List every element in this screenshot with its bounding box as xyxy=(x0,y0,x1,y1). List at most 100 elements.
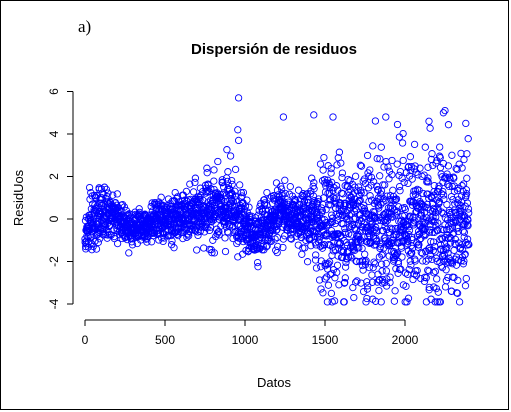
data-point xyxy=(120,203,129,211)
data-point xyxy=(443,200,451,209)
data-point xyxy=(458,182,466,190)
data-point xyxy=(363,285,372,293)
data-point xyxy=(426,246,434,255)
data-point xyxy=(433,275,441,283)
data-point xyxy=(411,186,420,195)
data-point xyxy=(461,282,470,290)
data-point xyxy=(279,243,287,252)
data-point xyxy=(388,171,396,179)
data-point xyxy=(189,188,198,196)
data-point xyxy=(374,186,382,194)
data-point xyxy=(457,149,465,158)
data-point xyxy=(356,196,364,204)
data-point xyxy=(335,148,344,156)
data-point xyxy=(159,237,167,246)
data-point xyxy=(440,174,449,182)
data-point xyxy=(407,261,415,269)
data-point xyxy=(399,156,407,165)
data-point xyxy=(243,196,251,204)
data-point xyxy=(203,169,211,177)
data-point xyxy=(321,275,329,283)
data-point xyxy=(353,187,361,195)
data-point xyxy=(455,298,464,306)
data-point xyxy=(264,206,273,214)
x-tick-label: 500 xyxy=(155,333,175,347)
data-point xyxy=(333,161,341,169)
data-point xyxy=(368,271,376,279)
data-point xyxy=(382,259,390,268)
data-point xyxy=(403,235,412,243)
data-point xyxy=(366,192,374,200)
data-point xyxy=(375,286,383,295)
chart-title: Dispersión de residuos xyxy=(191,41,357,58)
data-point xyxy=(444,249,452,257)
data-point xyxy=(272,246,280,254)
y-tick-label: 4 xyxy=(47,130,61,137)
data-point xyxy=(203,164,211,172)
data-point xyxy=(233,239,241,248)
data-point xyxy=(460,228,469,236)
data-point xyxy=(429,246,437,255)
data-point-outlier xyxy=(430,283,438,291)
data-point xyxy=(344,175,352,184)
data-point xyxy=(404,179,412,188)
data-point xyxy=(327,211,336,219)
data-point xyxy=(359,177,367,185)
data-point xyxy=(405,223,413,231)
data-point xyxy=(441,283,450,291)
data-point xyxy=(430,269,438,277)
data-point xyxy=(208,249,216,257)
data-point xyxy=(135,205,143,213)
data-point xyxy=(153,200,161,208)
data-point xyxy=(200,244,208,252)
data-point xyxy=(273,248,281,257)
data-point xyxy=(371,297,380,305)
data-point xyxy=(302,236,310,244)
data-point xyxy=(109,191,117,199)
data-point xyxy=(170,244,178,252)
data-point xyxy=(434,188,442,196)
data-point-outlier xyxy=(328,298,336,306)
data-point xyxy=(384,163,392,171)
data-point xyxy=(363,294,371,303)
data-point xyxy=(398,253,406,261)
data-point xyxy=(457,201,465,210)
data-point xyxy=(461,250,469,258)
data-point xyxy=(395,133,404,141)
data-point xyxy=(315,276,324,284)
data-point xyxy=(400,178,408,187)
data-point xyxy=(341,278,349,287)
data-point xyxy=(382,267,391,275)
data-point xyxy=(360,189,368,197)
data-point xyxy=(406,198,415,206)
data-point xyxy=(118,200,127,209)
data-point xyxy=(226,152,235,160)
data-point xyxy=(448,223,457,231)
data-point xyxy=(394,269,402,277)
data-point xyxy=(102,185,111,194)
data-point xyxy=(444,121,453,129)
data-point xyxy=(315,235,323,244)
data-point xyxy=(273,242,282,251)
data-point xyxy=(333,261,342,269)
data-point xyxy=(403,298,411,306)
data-point-outlier xyxy=(441,106,449,115)
data-point xyxy=(463,221,471,229)
data-point xyxy=(399,129,407,138)
data-point xyxy=(426,226,434,234)
data-point xyxy=(444,162,453,170)
y-tick-label: 2 xyxy=(47,173,61,180)
data-point xyxy=(390,297,399,305)
data-point xyxy=(378,267,386,275)
data-point xyxy=(462,274,470,283)
data-point xyxy=(416,164,424,172)
data-point xyxy=(223,146,231,154)
data-point xyxy=(426,124,434,132)
data-point xyxy=(422,274,430,282)
data-point xyxy=(386,278,394,287)
data-point xyxy=(448,208,456,216)
data-point xyxy=(388,156,396,165)
data-point xyxy=(459,260,468,268)
data-point xyxy=(361,258,369,266)
data-point xyxy=(393,249,402,257)
